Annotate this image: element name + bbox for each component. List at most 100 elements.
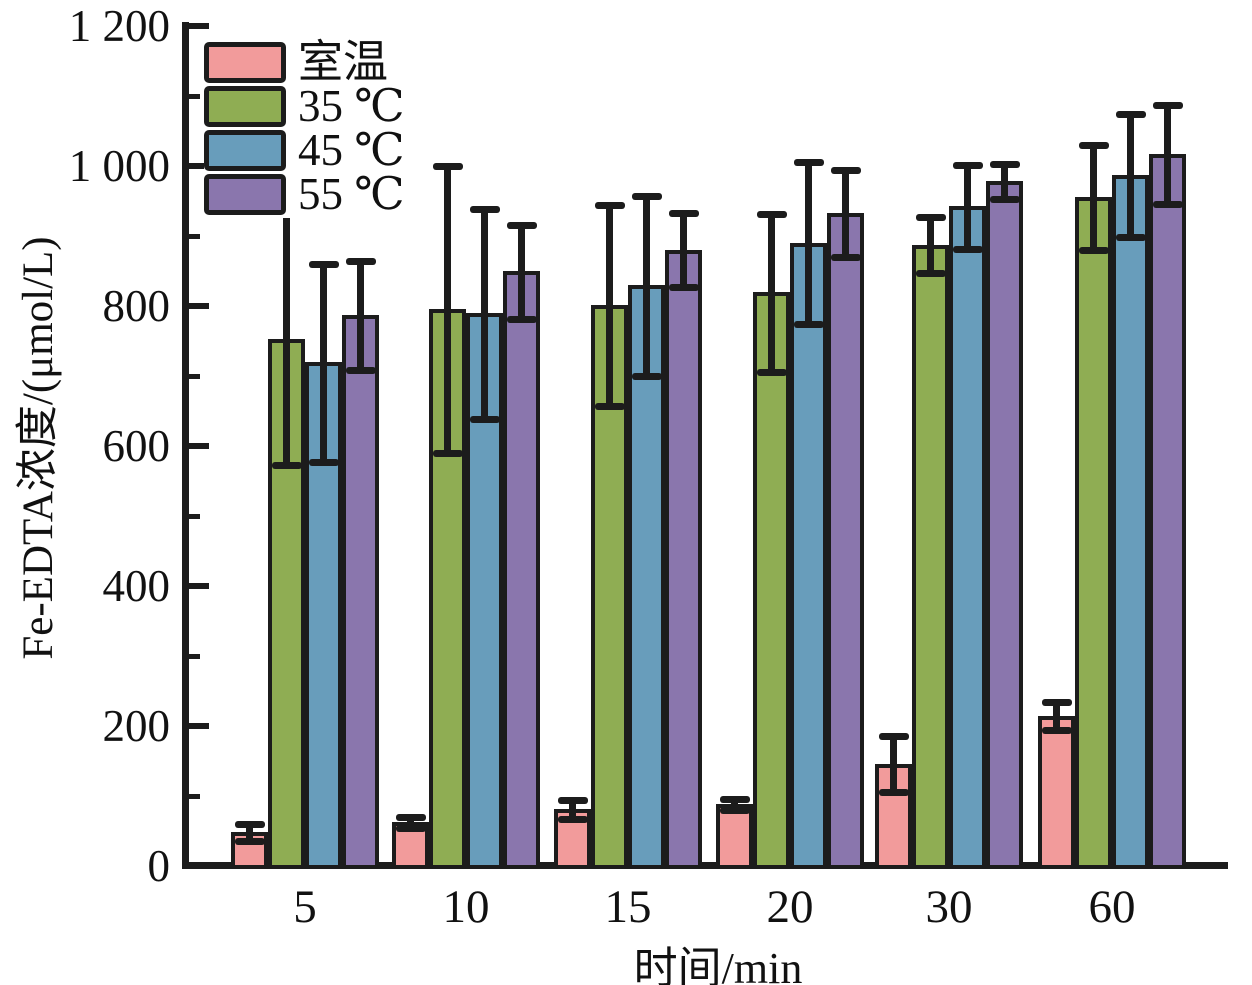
x-axis-spine — [182, 862, 1228, 869]
x-tick-label: 30 — [925, 881, 973, 933]
error-bar — [890, 736, 897, 793]
bar — [827, 213, 864, 869]
bar — [1075, 197, 1112, 869]
error-bar-cap — [234, 838, 265, 845]
bar — [949, 206, 986, 869]
error-bar-cap — [952, 245, 983, 253]
bar — [912, 244, 949, 869]
bar — [628, 285, 665, 869]
error-bar-cap — [432, 449, 463, 457]
y-major-tick — [189, 723, 209, 729]
error-bar — [768, 214, 775, 373]
error-bar-cap — [793, 321, 824, 329]
error-bar — [964, 165, 971, 250]
error-bar-cap — [469, 205, 500, 213]
error-bar — [1164, 105, 1171, 205]
error-bar-cap — [830, 167, 861, 175]
x-axis-title: 时间/min — [633, 944, 803, 985]
error-bar-cap — [594, 402, 625, 410]
x-tick-label: 10 — [442, 881, 490, 933]
legend-label: 35 ℃ — [298, 80, 405, 131]
error-bar — [444, 166, 451, 453]
y-tick-label: 0 — [147, 841, 171, 891]
error-bar — [805, 162, 812, 325]
error-bar-cap — [395, 824, 426, 832]
y-minor-tick — [189, 233, 200, 239]
legend: 室温 35 ℃ 45 ℃ 55 ℃ — [204, 39, 409, 219]
error-bar — [1001, 164, 1008, 200]
legend-swatch — [204, 41, 286, 83]
error-bar-cap — [756, 210, 787, 218]
error-bar — [518, 225, 525, 320]
error-bar-cap — [719, 796, 750, 803]
error-bar-cap — [1152, 201, 1183, 208]
bar — [1038, 715, 1075, 869]
error-bar-cap — [432, 162, 463, 170]
y-minor-tick — [189, 653, 200, 659]
y-tick-label: 1 000 — [68, 141, 170, 191]
error-bar-cap — [989, 196, 1020, 204]
error-bar-cap — [719, 807, 750, 815]
bar — [753, 292, 790, 869]
y-major-tick — [189, 583, 209, 589]
error-bar-cap — [952, 161, 983, 169]
error-bar — [407, 817, 414, 829]
error-bar-cap — [345, 366, 376, 374]
error-bar-cap — [594, 202, 625, 210]
error-bar-cap — [506, 315, 537, 323]
error-bar-cap — [668, 210, 699, 218]
error-bar-cap — [234, 821, 265, 829]
error-bar-cap — [1078, 142, 1109, 150]
legend-swatch — [204, 129, 286, 171]
legend-label: 45 ℃ — [298, 124, 405, 175]
error-bar-cap — [668, 284, 699, 292]
error-bar-cap — [345, 257, 376, 265]
error-bar — [643, 196, 650, 376]
bar — [790, 242, 827, 869]
error-bar-cap — [1115, 110, 1146, 118]
error-bar — [569, 800, 576, 820]
legend-swatch — [204, 85, 286, 127]
error-bar — [357, 261, 364, 371]
y-minor-tick — [189, 793, 200, 799]
y-major-tick — [189, 163, 209, 169]
error-bar — [680, 213, 687, 288]
x-tick-label: 5 — [293, 881, 317, 933]
error-bar — [1053, 702, 1060, 731]
legend-item: 55 ℃ — [204, 168, 405, 219]
y-major-tick — [189, 863, 209, 869]
error-bar-cap — [915, 270, 946, 278]
legend-swatch — [204, 173, 286, 215]
error-bar — [927, 217, 934, 274]
x-tick-label: 20 — [766, 881, 814, 933]
error-bar-cap — [506, 222, 537, 229]
y-tick-label: 600 — [102, 421, 171, 471]
y-tick-label: 400 — [102, 561, 171, 611]
error-bar — [283, 213, 290, 466]
error-bar-cap — [271, 462, 302, 470]
error-bar-cap — [830, 254, 861, 262]
error-bar-cap — [1041, 727, 1072, 735]
error-bar-cap — [1115, 233, 1146, 241]
error-bar — [1127, 114, 1134, 238]
error-bar-cap — [1078, 247, 1109, 255]
y-major-tick — [189, 443, 209, 449]
bar — [665, 249, 702, 869]
y-tick-label: 800 — [102, 281, 171, 331]
error-bar-cap — [1152, 101, 1183, 109]
y-tick-label: 1 200 — [68, 1, 170, 51]
bar — [342, 314, 379, 869]
legend-item: 45 ℃ — [204, 124, 405, 175]
error-bar-cap — [557, 815, 588, 823]
bar — [1149, 153, 1186, 869]
error-bar-cap — [308, 260, 339, 268]
legend-item: 室温 — [204, 39, 405, 84]
legend-label: 55 ℃ — [298, 168, 405, 219]
error-bar-cap — [631, 193, 662, 201]
error-bar — [481, 209, 488, 420]
error-bar — [1090, 145, 1097, 251]
error-bar — [320, 264, 327, 463]
error-bar-cap — [989, 161, 1020, 169]
bar — [986, 181, 1023, 869]
